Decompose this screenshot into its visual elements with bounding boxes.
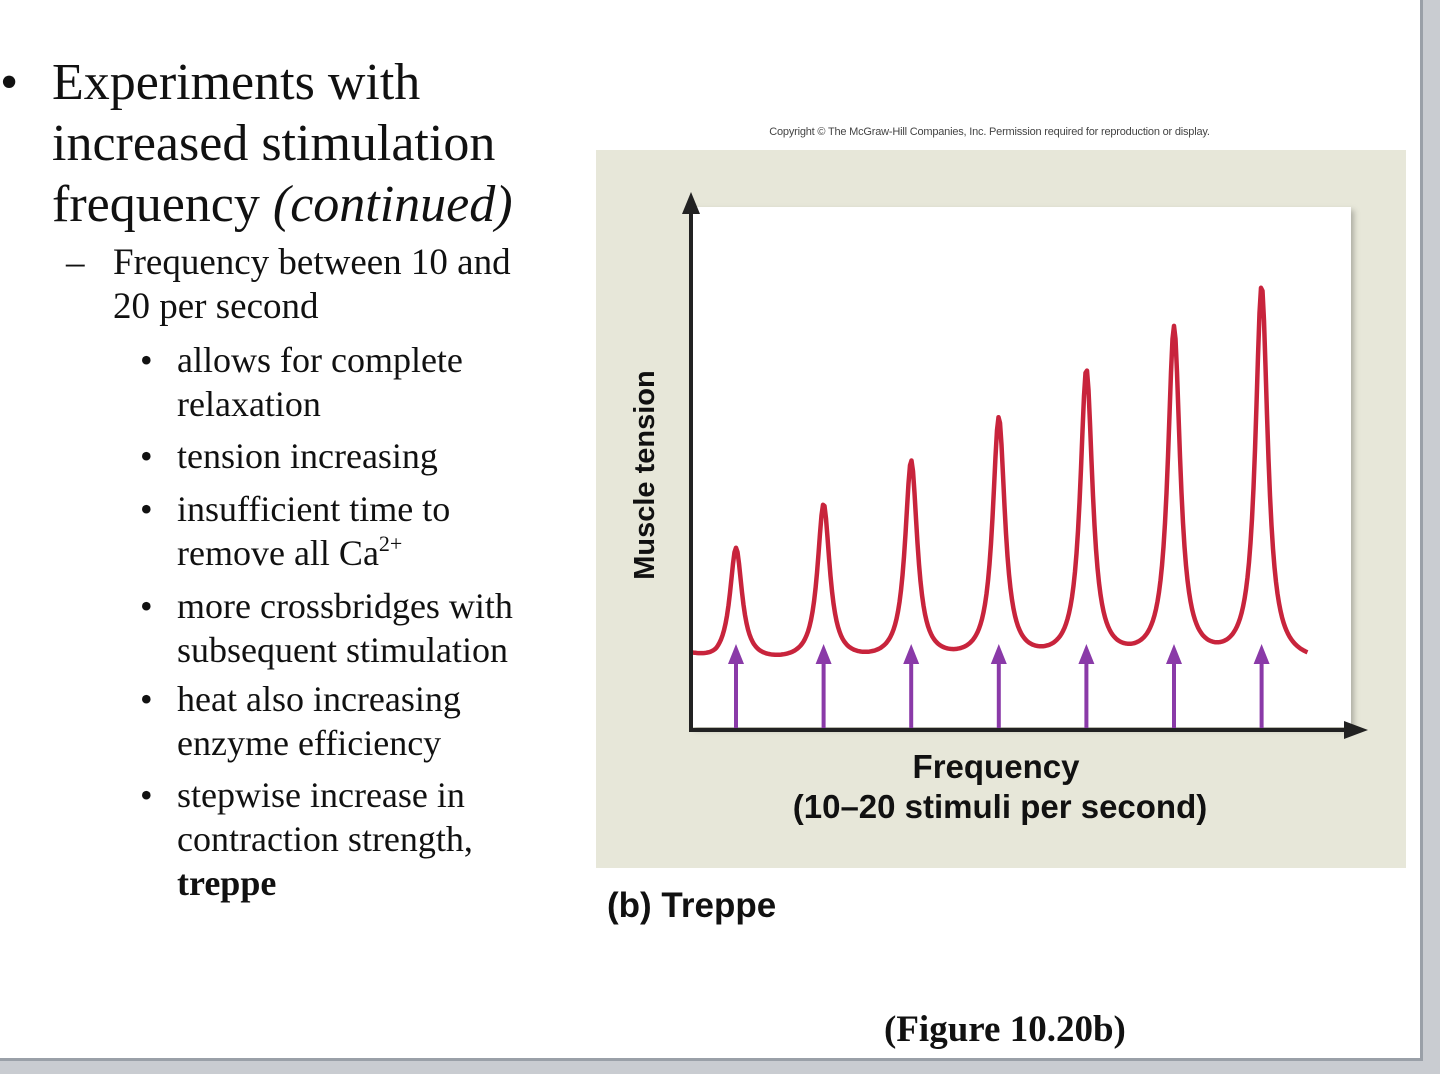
stimulus-arrow bbox=[1078, 644, 1095, 728]
x-axis-sublabel: (10–20 stimuli per second) bbox=[793, 788, 1207, 825]
list-item: • tension increasing bbox=[140, 434, 560, 478]
main-bullet-continued: (continued) bbox=[272, 176, 513, 233]
tension-curve bbox=[690, 285, 1309, 658]
stimulus-arrow bbox=[728, 644, 744, 728]
x-axis-label: Frequency bbox=[913, 748, 1081, 785]
list-item-text: allows for complete relaxation bbox=[177, 340, 463, 424]
figure-copyright: Copyright © The McGraw-Hill Companies, I… bbox=[769, 126, 1210, 138]
treppe-chart: Frequency (10–20 stimuli per second) Mus… bbox=[629, 192, 1368, 825]
y-axis-arrow bbox=[682, 192, 700, 214]
stimulus-arrow bbox=[1166, 644, 1182, 728]
list-item-text: heat also increasing enzyme efficiency bbox=[177, 679, 461, 763]
list-item: • allows for complete relaxation bbox=[140, 338, 560, 426]
list-item-text: insufficient time to remove all Ca bbox=[177, 489, 451, 573]
main-bullet: • Experiments with increased stimulation… bbox=[0, 54, 513, 233]
stimulus-arrow bbox=[903, 644, 920, 728]
list-item-text: stepwise increase in contraction strengt… bbox=[177, 775, 473, 859]
main-bullet-text: Experiments with increased stimulation f… bbox=[52, 54, 496, 233]
list-item: • stepwise increase in contraction stren… bbox=[140, 775, 473, 903]
x-axis-arrow bbox=[1344, 721, 1368, 739]
stimulus-arrow bbox=[990, 644, 1007, 728]
figure-reference: (Figure 10.20b) bbox=[884, 1009, 1126, 1050]
list-item: • heat also increasing enzyme efficiency bbox=[140, 677, 560, 765]
y-axis-label: Muscle tension bbox=[629, 370, 661, 580]
list-item-text: more crossbridges with subsequent stimul… bbox=[177, 586, 513, 670]
list-item-text: tension increasing bbox=[177, 436, 438, 476]
slide: • Experiments with increased stimulation… bbox=[0, 0, 1423, 1061]
list-item: • more crossbridges with subsequent stim… bbox=[140, 584, 560, 672]
stimulus-arrow bbox=[1253, 644, 1270, 728]
treppe-term: treppe bbox=[177, 863, 277, 903]
list-item: • insufficient time to remove all Ca2+ bbox=[140, 489, 451, 573]
sub-bullet-text: Frequency between 10 and 20 per second bbox=[113, 242, 511, 327]
figure-caption: (b) Treppe bbox=[607, 886, 777, 925]
plot-area bbox=[691, 207, 1351, 727]
stimulus-arrow bbox=[815, 644, 832, 728]
ca-superscript: 2+ bbox=[378, 531, 403, 556]
sub-bullet: – Frequency between 10 and 20 per second bbox=[66, 241, 556, 329]
